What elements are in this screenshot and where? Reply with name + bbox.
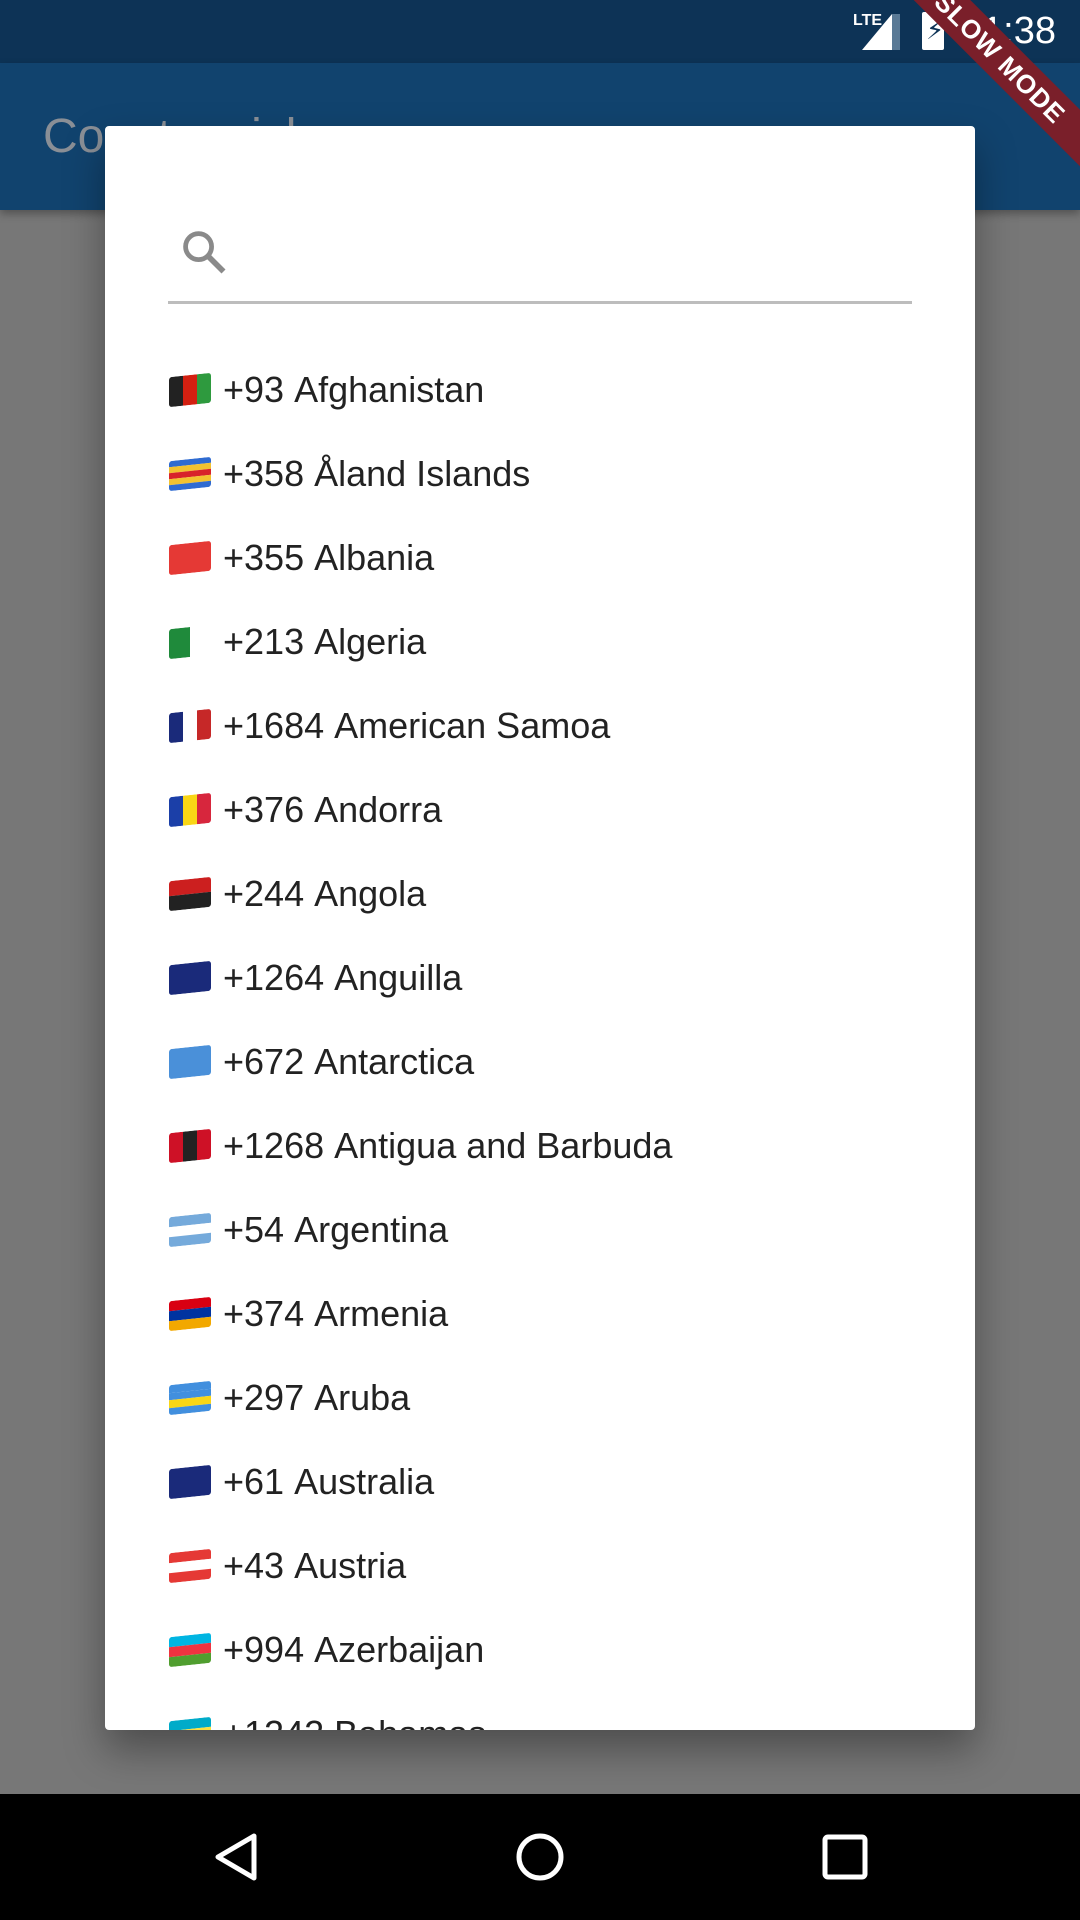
dial-code: +1264 — [223, 957, 325, 998]
search-icon — [183, 231, 226, 274]
country-name: Azerbaijan — [314, 1629, 485, 1670]
dial-code: +358 — [223, 453, 305, 494]
network-type: LTE — [853, 12, 883, 29]
flag-icon — [169, 708, 211, 744]
back-icon[interactable] — [212, 1832, 262, 1882]
country-name: Australia — [294, 1461, 435, 1502]
dial-code: +54 — [223, 1209, 285, 1250]
dial-code: +93 — [223, 369, 285, 410]
home-icon[interactable] — [515, 1832, 565, 1882]
flag-icon — [169, 456, 211, 492]
country-item[interactable]: +244 Angola — [169, 852, 949, 936]
country-name: Afghanistan — [294, 369, 485, 410]
dial-code: +355 — [223, 537, 305, 578]
country-list[interactable]: +93 Afghanistan +358 Åland Islands +355 Al… — [169, 348, 949, 1730]
flag-icon — [169, 1044, 211, 1080]
flag-icon — [169, 1128, 211, 1164]
dial-code: +213 — [223, 621, 305, 662]
country-name: Anguilla — [334, 957, 463, 998]
flag-icon — [169, 876, 211, 912]
signal-icon — [862, 14, 900, 50]
country-name: Åland Islands — [314, 453, 531, 494]
country-item[interactable]: +376 Andorra — [169, 768, 949, 852]
country-name: Armenia — [314, 1293, 449, 1334]
dial-code: +61 — [223, 1461, 285, 1502]
dial-code: +1268 — [223, 1125, 325, 1166]
country-item[interactable]: +1242 Bahamas — [169, 1692, 949, 1730]
flag-icon — [169, 1212, 211, 1248]
country-item[interactable]: +994 Azerbaijan — [169, 1608, 949, 1692]
country-name: Argentina — [294, 1209, 449, 1250]
search-field[interactable] — [168, 206, 912, 304]
country-item[interactable]: +358 Åland Islands — [169, 432, 949, 516]
country-name: Antarctica — [314, 1041, 475, 1082]
country-item[interactable]: +1684 American Samoa — [169, 684, 949, 768]
country-name: Albania — [314, 537, 435, 578]
flag-icon — [169, 960, 211, 996]
status-bar: LTE ⚡ 11:38 — [0, 0, 1080, 63]
country-item[interactable]: +672 Antarctica — [169, 1020, 949, 1104]
dial-code: +297 — [223, 1377, 305, 1418]
dial-code: +244 — [223, 873, 305, 914]
navigation-bar — [0, 1794, 1080, 1920]
country-name: Algeria — [314, 621, 427, 662]
country-item[interactable]: +43 Austria — [169, 1524, 949, 1608]
search-input[interactable] — [248, 226, 892, 288]
country-name: Angola — [314, 873, 427, 914]
country-item[interactable]: +297 Aruba — [169, 1356, 949, 1440]
country-item[interactable]: +1268 Antigua and Barbuda — [169, 1104, 949, 1188]
country-name: Austria — [294, 1545, 407, 1586]
dial-code: +374 — [223, 1293, 305, 1334]
country-item[interactable]: +1264 Anguilla — [169, 936, 949, 1020]
dial-code: +1684 — [223, 705, 325, 746]
flag-icon — [169, 624, 211, 660]
country-item[interactable]: +54 Argentina — [169, 1188, 949, 1272]
country-item[interactable]: +93 Afghanistan — [169, 348, 949, 432]
country-name: Aruba — [314, 1377, 411, 1418]
dial-code: +994 — [223, 1629, 305, 1670]
dial-code: +672 — [223, 1041, 305, 1082]
country-name: Andorra — [314, 789, 443, 830]
flag-icon — [169, 540, 211, 576]
recents-icon[interactable] — [820, 1832, 870, 1882]
country-name: Bahamas — [334, 1713, 486, 1730]
country-name: Antigua and Barbuda — [334, 1125, 673, 1166]
flag-icon — [169, 372, 211, 408]
flag-icon — [169, 1716, 211, 1730]
country-item[interactable]: +355 Albania — [169, 516, 949, 600]
dial-code: +43 — [223, 1545, 285, 1586]
dial-code: +1242 — [223, 1713, 324, 1730]
flag-icon — [169, 792, 211, 828]
flag-icon — [169, 1548, 211, 1584]
country-picker-dialog: +93 Afghanistan +358 Åland Islands +355 Al… — [105, 126, 975, 1730]
flag-icon — [169, 1380, 211, 1416]
flag-icon — [169, 1464, 211, 1500]
flag-icon — [169, 1632, 211, 1668]
country-item[interactable]: +374 Armenia — [169, 1272, 949, 1356]
dial-code: +376 — [223, 789, 305, 830]
flag-icon — [169, 1296, 211, 1332]
country-name: American Samoa — [334, 705, 611, 746]
country-item[interactable]: +61 Australia — [169, 1440, 949, 1524]
country-item[interactable]: +213 Algeria — [169, 600, 949, 684]
